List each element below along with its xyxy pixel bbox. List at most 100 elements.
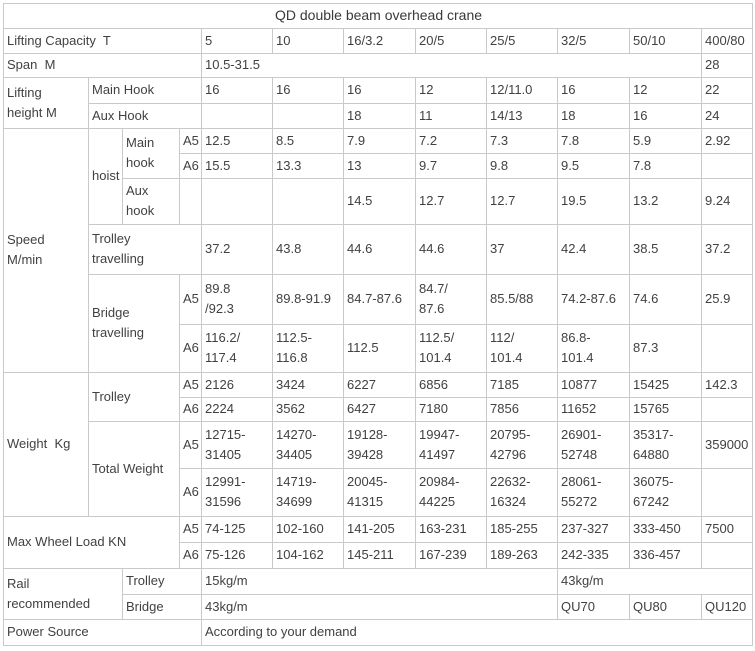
data-cell: According to your demand	[200, 618, 754, 646]
data-cell: 12	[415, 76, 487, 104]
row-label-hoist-main-hook: Main hook	[122, 127, 180, 179]
data-cell: 20045- 41315	[343, 467, 416, 517]
data-cell: 2224	[201, 396, 273, 422]
data-cell: 20795- 42796	[486, 420, 558, 469]
grade-label: A6	[179, 467, 202, 517]
data-cell: 6227	[343, 371, 416, 398]
data-cell: 13.3	[272, 152, 344, 179]
data-cell: 75-126	[201, 541, 273, 569]
row-label-span: Span M	[3, 52, 202, 78]
empty-cell	[179, 177, 202, 225]
table-row: Span M 10.5-31.5 28	[3, 52, 754, 78]
data-cell: 12/11.0	[486, 76, 558, 104]
data-cell: 2.92	[700, 127, 754, 154]
data-cell: 15765	[629, 396, 702, 422]
data-cell: 9.7	[415, 152, 487, 179]
data-cell: 14.5	[343, 177, 416, 225]
data-cell: 15425	[629, 371, 702, 398]
data-cell: 37.2	[700, 223, 754, 275]
data-cell: 12715- 31405	[201, 420, 273, 469]
data-cell: 7180	[415, 396, 487, 422]
data-cell: 43kg/m	[556, 567, 754, 595]
data-cell: 18	[557, 102, 630, 129]
data-cell: 112.5- 116.8	[272, 323, 344, 373]
data-cell: 13.2	[629, 177, 702, 225]
data-cell: 89.8-91.9	[272, 273, 344, 325]
row-label-trolley-travelling: Trolley travelling	[88, 223, 202, 275]
data-cell: 38.5	[629, 223, 702, 275]
data-cell: 163-231	[415, 515, 487, 543]
data-cell: 10877	[557, 371, 630, 398]
data-cell: 142.3	[700, 371, 754, 398]
column-header: 25/5	[486, 27, 558, 54]
data-cell: 167-239	[415, 541, 487, 569]
data-cell: 104-162	[272, 541, 344, 569]
data-cell: QU120	[700, 593, 754, 620]
data-cell: 9.24	[700, 177, 754, 225]
grade-label: A6	[179, 323, 202, 373]
data-cell: 7.8	[557, 127, 630, 154]
row-label-main-hook: Main Hook	[88, 76, 202, 104]
table-row: Bridge 43kg/m QU70 QU80 QU120	[4, 593, 754, 620]
data-cell: 19.5	[557, 177, 630, 225]
data-cell: 15kg/m	[201, 567, 558, 595]
data-cell: 74.2-87.6	[557, 273, 630, 325]
data-cell: 16	[557, 76, 630, 104]
data-cell: 141-205	[343, 515, 416, 543]
grade-label: A5	[179, 371, 202, 398]
table-row: Max Wheel Load KN A5 74-125 102-160 141-205 1…	[3, 515, 754, 569]
table-row: Lifting Capacity T 5 10 16/3.2 20/5 25/5 32/5 5…	[3, 27, 754, 54]
data-cell: 7.9	[343, 127, 416, 154]
data-cell: 22	[700, 76, 754, 104]
row-label-weight-trolley: Trolley	[88, 371, 180, 422]
row-label-weight: Weight Kg	[3, 371, 89, 517]
data-cell: 13	[343, 152, 416, 179]
data-cell: 24	[700, 102, 754, 129]
data-cell: 6856	[415, 371, 487, 398]
data-cell: 89.8 /92.3	[201, 273, 273, 325]
table-row: Lifting height M Main Hook 16 16 16 12 12/11.0…	[3, 76, 754, 129]
table-body: QD double beam overhead crane Lifting Cap…	[2, 3, 754, 646]
data-cell: 3424	[272, 371, 344, 398]
data-cell: 44.6	[343, 223, 416, 275]
empty-cell	[700, 396, 754, 422]
table-row: Aux hook 14.5 12.7 12.7 19.5 13.2 9.24	[4, 177, 754, 225]
column-header: 20/5	[415, 27, 487, 54]
data-cell: 16	[343, 76, 416, 104]
data-cell: 185-255	[486, 515, 558, 543]
grade-label: A6	[179, 541, 202, 569]
column-header: 16/3.2	[343, 27, 416, 54]
data-cell: 14719- 34699	[272, 467, 344, 517]
data-cell: 12991- 31596	[201, 467, 273, 517]
empty-cell	[201, 102, 273, 129]
table-row: A6 15.5 13.3 13 9.7 9.8 9.5 7.8	[4, 152, 754, 179]
data-cell: 74.6	[629, 273, 702, 325]
data-cell: 12.5	[201, 127, 273, 154]
data-cell: 28	[700, 52, 754, 78]
data-cell: 7.3	[486, 127, 558, 154]
data-cell: 16	[629, 102, 702, 129]
data-cell: 25.9	[700, 273, 754, 325]
row-label-rail-trolley: Trolley	[122, 567, 202, 595]
empty-cell	[272, 102, 344, 129]
data-cell: 43.8	[272, 223, 344, 275]
data-cell: 43kg/m	[201, 593, 558, 620]
data-cell: 242-335	[557, 541, 630, 569]
column-header: 5	[201, 27, 273, 54]
grade-label: A5	[179, 515, 202, 543]
empty-cell	[700, 541, 754, 569]
data-cell: 84.7/ 87.6	[415, 273, 487, 325]
grade-label: A5	[179, 273, 202, 325]
table-row: Total Weight A5 12715- 31405 14270- 34405 19…	[4, 420, 754, 517]
data-cell: 112.5	[343, 323, 416, 373]
data-cell: 7.8	[629, 152, 702, 179]
table-row: Trolley travelling 37.2 43.8 44.6 44.6 37 42.4…	[4, 223, 754, 275]
data-cell: 18	[343, 102, 416, 129]
data-cell: 7.2	[415, 127, 487, 154]
data-cell: 9.8	[486, 152, 558, 179]
table-row: Rail recommended Trolley 15kg/m 43kg/m	[3, 567, 754, 620]
row-label-max-wheel-load: Max Wheel Load KN	[3, 515, 180, 569]
data-cell: QU80	[629, 593, 702, 620]
data-cell: 6427	[343, 396, 416, 422]
data-cell: 10.5-31.5	[201, 52, 702, 78]
